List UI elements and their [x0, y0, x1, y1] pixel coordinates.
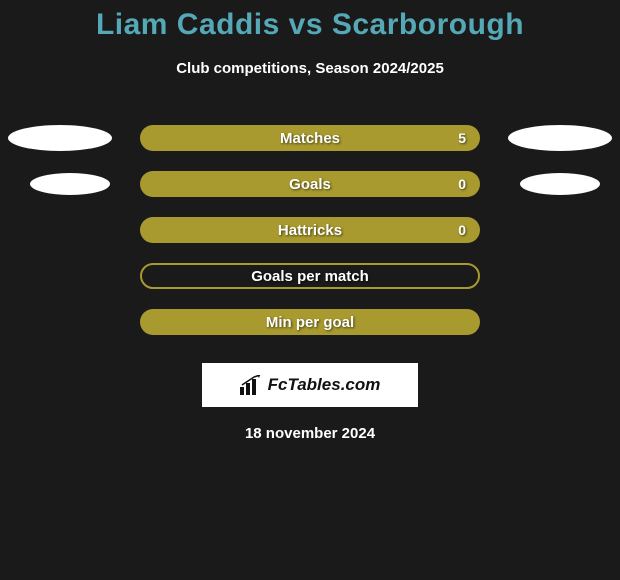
stat-row: Goals per match [0, 253, 620, 299]
ellipse-marker [8, 125, 112, 151]
brand-chart-icon [240, 375, 262, 395]
stat-bar: Goals per match [140, 263, 480, 289]
ellipse-marker [508, 125, 612, 151]
subtitle: Club competitions, Season 2024/2025 [0, 60, 620, 77]
stat-row: Matches 5 [0, 115, 620, 161]
stat-row: Hattricks 0 [0, 207, 620, 253]
stat-label: Hattricks [278, 222, 342, 239]
brand-text: FcTables.com [268, 375, 381, 395]
stat-bar: Min per goal [140, 309, 480, 335]
chart-container: Liam Caddis vs Scarborough Club competit… [0, 0, 620, 442]
stat-bar: Matches 5 [140, 125, 480, 151]
ellipse-marker [30, 173, 110, 195]
page-title: Liam Caddis vs Scarborough [0, 8, 620, 42]
stat-value: 0 [458, 222, 466, 238]
ellipse-marker [520, 173, 600, 195]
stat-row: Goals 0 [0, 161, 620, 207]
stat-bar: Goals 0 [140, 171, 480, 197]
stat-value: 5 [458, 130, 466, 146]
stat-bar: Hattricks 0 [140, 217, 480, 243]
stat-rows: Matches 5 Goals 0 Hattricks 0 Goals per match M… [0, 115, 620, 345]
stat-row: Min per goal [0, 299, 620, 345]
stat-label: Matches [280, 130, 340, 147]
date-label: 18 november 2024 [0, 425, 620, 442]
stat-label: Min per goal [266, 314, 354, 331]
branding-box: FcTables.com [202, 363, 418, 407]
stat-value: 0 [458, 176, 466, 192]
stat-label: Goals per match [251, 268, 369, 285]
stat-label: Goals [289, 176, 331, 193]
